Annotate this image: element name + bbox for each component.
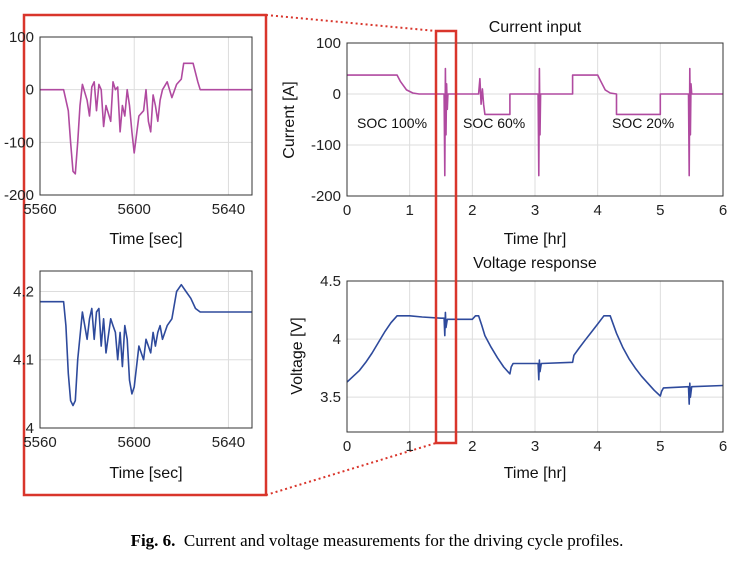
voltage-zoom-ytick-label: 4.1 — [13, 352, 34, 369]
voltage-xlabel: Time [hr] — [504, 465, 567, 482]
current-tick-labels: 0 1 2 3 4 5 6 100 0 -100 -200 — [311, 35, 727, 219]
current-zoom-xlabel: Time [sec] — [109, 231, 182, 248]
voltage-xtick-label: 6 — [719, 438, 727, 455]
voltage-zoom-axes-box — [39, 270, 253, 429]
voltage-zoom-tick-labels: 5560 5600 5640 4.2 4.1 4 — [13, 283, 245, 451]
voltage-axes-box — [346, 280, 724, 433]
current-ylabel: Current [A] — [281, 81, 298, 158]
voltage-xtick-label: 2 — [468, 438, 476, 455]
highlight-window — [434, 29, 458, 445]
current-xtick-label: 5 — [656, 202, 664, 219]
current-title: Current input — [489, 19, 582, 36]
voltage-zoom-chart: 5560 5600 5640 4.2 4.1 4 Time [sec] — [13, 270, 253, 482]
current-xtick-label: 2 — [468, 202, 476, 219]
current-zoom-axes-box — [39, 36, 253, 196]
voltage-zoom-xlabel: Time [sec] — [109, 465, 182, 482]
voltage-xtick-label: 1 — [405, 438, 413, 455]
voltage-series-group — [347, 311, 723, 405]
current-series-line — [347, 67, 723, 177]
voltage-title: Voltage response — [473, 255, 597, 272]
zoom-connector-top — [265, 14, 437, 32]
zoom-frame — [22, 13, 268, 497]
caption-text: Current and voltage measurements for the… — [183, 531, 624, 550]
current-ytick-label: -200 — [311, 188, 341, 205]
voltage-ytick-label: 4.5 — [320, 273, 341, 290]
voltage-zoom-xtick-label: 5640 — [212, 434, 245, 451]
voltage-xtick-label: 5 — [656, 438, 664, 455]
current-xlabel: Time [hr] — [504, 231, 567, 248]
current-axes-box — [346, 42, 724, 197]
current-zoom-series-line — [40, 62, 252, 175]
annotation-soc-60: SOC 60% — [463, 115, 525, 131]
current-zoom-plot-area — [40, 37, 252, 195]
current-xtick-label: 6 — [719, 202, 727, 219]
current-chart: 0 1 2 3 4 5 6 100 0 -100 -200 Current input Time [… — [281, 19, 727, 248]
caption-label: Fig. 6. — [130, 531, 176, 550]
voltage-zoom-series-line — [40, 283, 252, 407]
voltage-tick-labels: 0 1 2 3 4 5 6 4.5 4 3.5 — [320, 273, 727, 455]
current-xtick-label: 0 — [343, 202, 351, 219]
current-zoom-ytick-label: 0 — [26, 82, 34, 99]
voltage-zoom-xtick-label: 5600 — [118, 434, 151, 451]
annotation-soc-100: SOC 100% — [357, 115, 427, 131]
voltage-ylabel: Voltage [V] — [289, 317, 306, 394]
current-xtick-label: 3 — [531, 202, 539, 219]
current-series-group — [347, 67, 723, 177]
current-zoom-ytick-label: 100 — [9, 29, 34, 46]
current-zoom-xtick-label: 5600 — [118, 201, 151, 218]
current-xtick-label: 1 — [405, 202, 413, 219]
current-zoom-xtick-label: 5640 — [212, 201, 245, 218]
voltage-xtick-label: 0 — [343, 438, 351, 455]
current-zoom-xtick-label: 5560 — [23, 201, 56, 218]
current-ytick-label: -100 — [311, 137, 341, 154]
current-xtick-label: 4 — [593, 202, 601, 219]
voltage-ytick-label: 4 — [333, 331, 341, 348]
current-zoom-chart: 5560 5600 5640 100 0 -100 -200 Time [sec] — [4, 29, 253, 248]
current-zoom-ytick-label: -200 — [4, 187, 34, 204]
voltage-chart: 0 1 2 3 4 5 6 4.5 4 3.5 Voltage response Time [hr… — [289, 255, 727, 482]
voltage-zoom-ytick-label: 4.2 — [13, 283, 34, 300]
current-ytick-label: 0 — [333, 86, 341, 103]
voltage-zoom-series-group — [40, 283, 252, 407]
voltage-zoom-xtick-label: 5560 — [23, 434, 56, 451]
current-ytick-label: 100 — [316, 35, 341, 52]
voltage-zoom-ytick-label: 4 — [26, 420, 34, 437]
figure-caption: Fig. 6. Current and voltage measurements… — [0, 531, 754, 551]
current-zoom-ytick-label: -100 — [4, 134, 34, 151]
voltage-ytick-label: 3.5 — [320, 389, 341, 406]
current-zoom-series-group — [40, 62, 252, 175]
voltage-xtick-label: 3 — [531, 438, 539, 455]
annotation-soc-20: SOC 20% — [612, 115, 674, 131]
voltage-xtick-label: 4 — [593, 438, 601, 455]
voltage-series-line — [347, 311, 723, 405]
current-zoom-tick-labels: 5560 5600 5640 100 0 -100 -200 — [4, 29, 245, 218]
